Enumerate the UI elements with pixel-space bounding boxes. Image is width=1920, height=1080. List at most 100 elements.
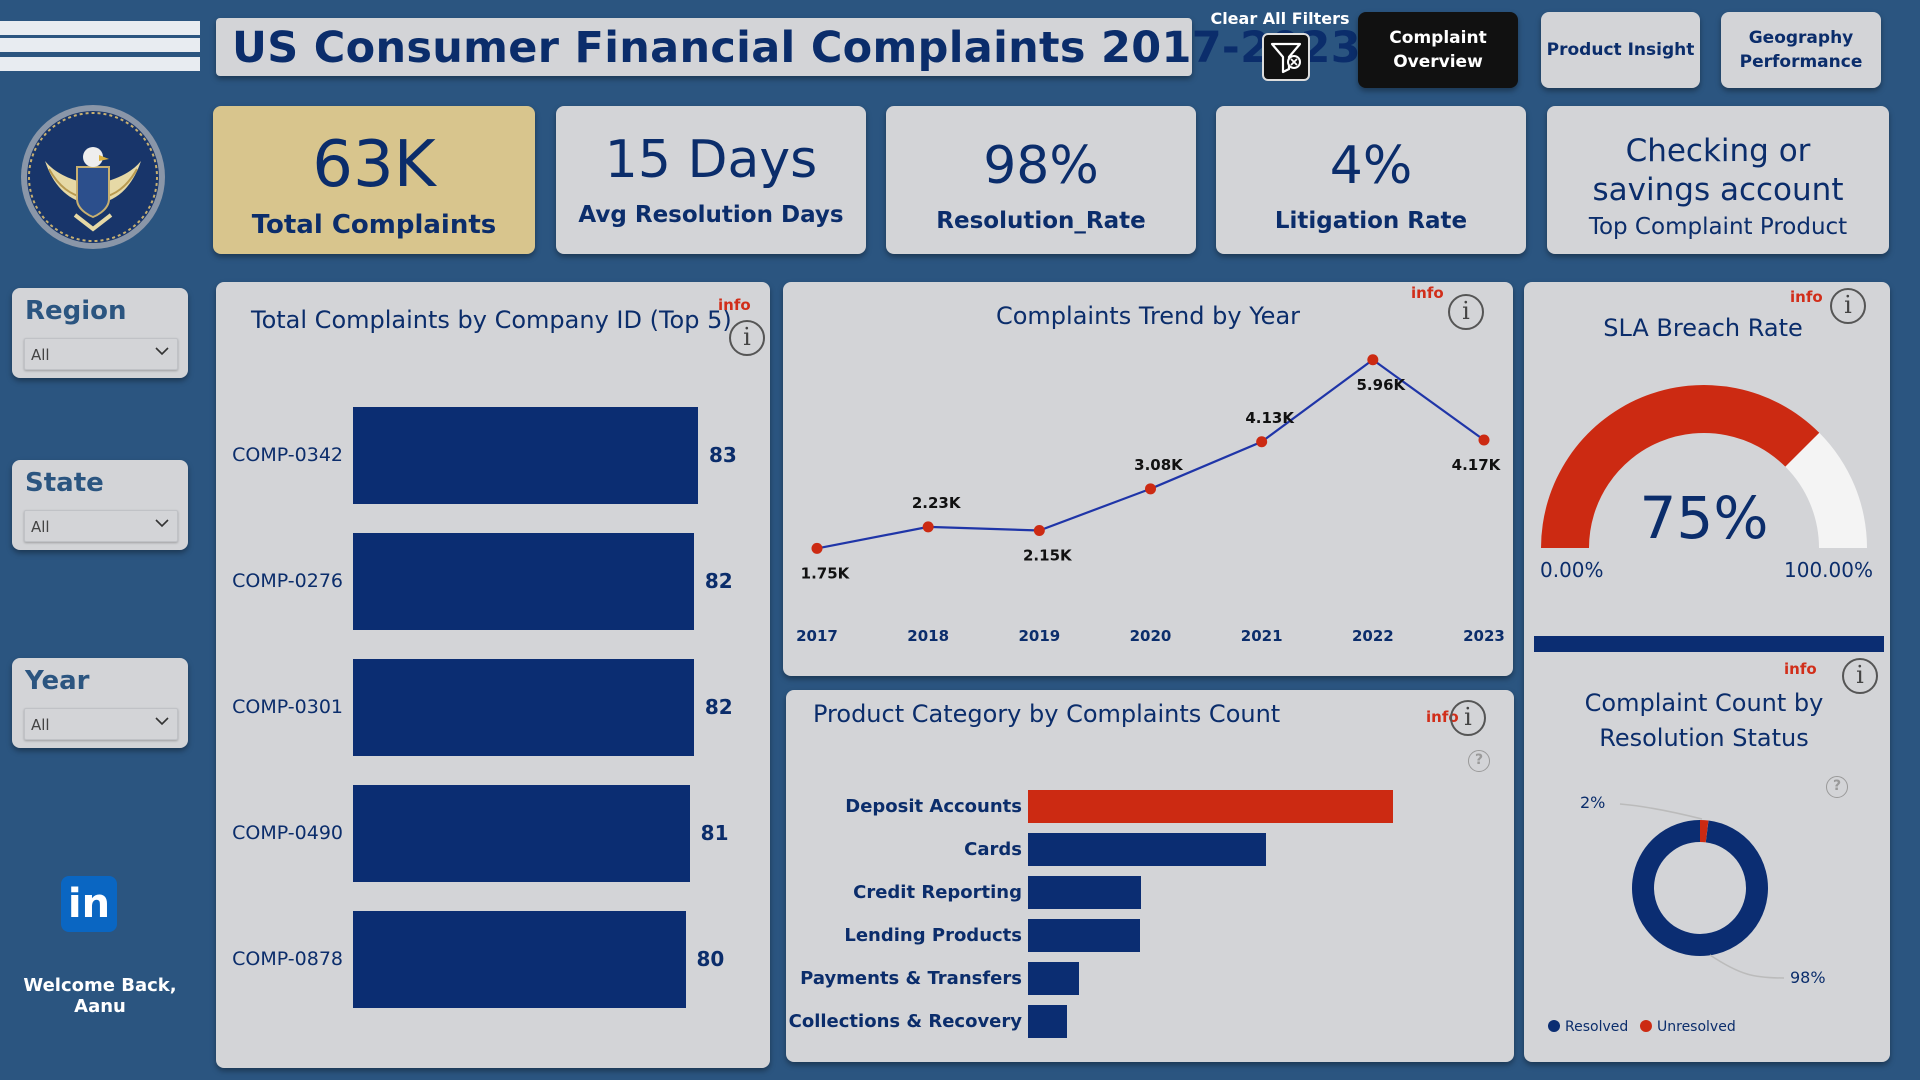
product-category-label: Payments & Transfers (800, 967, 1022, 989)
top-companies-chart-title: Total Complaints by Company ID (Top 5) (251, 306, 732, 334)
company-value-label: 82 (704, 568, 733, 593)
donut-segment-unresolved (1632, 820, 1768, 956)
top-companies-chart-card: Total Complaints by Company ID (Top 5) i… (216, 282, 770, 1068)
year-dropdown[interactable]: All (24, 708, 178, 740)
legend-label-unresolved: Unresolved (1657, 1019, 1736, 1035)
trend-data-label: 2.23K (912, 494, 962, 512)
product-category-bar (1028, 1005, 1068, 1038)
sla-divider (1534, 636, 1884, 652)
region-dropdown-value: All (31, 346, 50, 364)
trend-point (922, 521, 934, 533)
sla-breach-card: SLA Breach Rate info i 75% 0.00% 100.00%… (1524, 282, 1890, 1062)
kpi-top-product-card: Checking or savings account Top Complain… (1547, 106, 1889, 254)
sla-gauge-value-label: 75% (1640, 484, 1769, 552)
product-category-bar (1028, 833, 1267, 866)
trend-point (1478, 434, 1490, 446)
trend-point (1033, 524, 1045, 536)
info-label: info (1790, 288, 1823, 306)
kpi-total-complaints-card: 63K Total Complaints (213, 106, 535, 254)
trend-point (1145, 483, 1156, 495)
eagle-seal-logo (19, 103, 167, 255)
donut-leader-line (1709, 954, 1785, 979)
product-category-bar (1028, 962, 1080, 995)
product-category-label: Cards (964, 838, 1022, 860)
complaints-trend-chart-card: Complaints Trend by Year info i 1.75K 201… (783, 282, 1513, 676)
company-category-label: COMP-0878 (232, 947, 343, 970)
info-icon[interactable]: i (1448, 294, 1484, 330)
trend-point (811, 542, 823, 554)
product-category-label: Lending Products (844, 924, 1022, 946)
sla-gauge-min-label: 0.00% (1540, 558, 1604, 582)
trend-x-tick-label: 2021 (1241, 627, 1283, 645)
kpi-resolution-rate-label: Resolution_Rate (936, 208, 1146, 234)
kpi-litigation-rate-value: 4% (1329, 136, 1413, 196)
trend-x-tick-label: 2022 (1352, 627, 1394, 645)
company-bar (353, 785, 690, 882)
state-dropdown[interactable]: All (24, 510, 178, 542)
year-dropdown-value: All (31, 716, 50, 734)
kpi-avg-resolution-label: Avg Resolution Days (578, 202, 844, 228)
kpi-avg-resolution-value: 15 Days (604, 130, 818, 190)
trend-data-label: 3.08K (1134, 456, 1184, 474)
header-stripe (0, 57, 200, 71)
info-icon[interactable]: i (1842, 658, 1878, 694)
trend-data-label: 1.75K (801, 564, 851, 582)
company-category-label: COMP-0342 (232, 443, 343, 466)
legend-marker-unresolved (1640, 1020, 1652, 1032)
kpi-total-complaints-label: Total Complaints (251, 210, 497, 240)
info-icon[interactable]: i (1830, 288, 1866, 324)
trend-x-tick-label: 2023 (1463, 627, 1505, 645)
kpi-top-product-label: Top Complaint Product (1588, 214, 1848, 240)
nav-product-insight-button[interactable]: Product Insight (1541, 12, 1700, 88)
trend-x-tick-label: 2017 (796, 627, 838, 645)
complaints-trend-chart-title: Complaints Trend by Year (995, 302, 1301, 330)
info-icon[interactable]: i (729, 320, 765, 356)
product-category-bar (1028, 790, 1393, 823)
kpi-top-product-value: Checking or savings account (1592, 133, 1844, 208)
donut-leader-line (1619, 803, 1703, 820)
region-dropdown[interactable]: All (24, 338, 178, 370)
nav-complaint-overview-button[interactable]: Complaint Overview (1358, 12, 1518, 88)
resolution-status-donut: 2% 98% Resolved Unresolved (1548, 793, 1826, 1035)
trend-x-tick-label: 2019 (1018, 627, 1060, 645)
year-filter-card: Year All (12, 658, 188, 748)
legend-marker-resolved (1548, 1020, 1560, 1032)
help-icon[interactable]: ? (1826, 776, 1848, 798)
kpi-litigation-rate-label: Litigation Rate (1274, 208, 1468, 234)
help-icon[interactable]: ? (1468, 750, 1490, 772)
chevron-down-icon (155, 347, 169, 356)
trend-data-label: 5.96K (1357, 376, 1407, 394)
company-value-label: 82 (704, 694, 733, 719)
donut-label-resolved: 98% (1790, 968, 1826, 987)
resolution-status-chart-title: Complaint Count by Resolution Status (1584, 689, 1824, 752)
product-category-bar (1028, 919, 1140, 952)
welcome-message: Welcome Back, Aanu (23, 975, 177, 1017)
complaints-trend-line-chart: 1.75K 2017 2.23K 2018 2.15K 2019 3.08K 2020 4.13… (796, 354, 1505, 645)
region-filter-card: Region All (12, 288, 188, 378)
company-category-label: COMP-0276 (232, 569, 343, 592)
chevron-down-icon (155, 717, 169, 726)
state-dropdown-value: All (31, 518, 50, 536)
year-filter-title: Year (25, 666, 90, 696)
nav-geography-performance-button[interactable]: Geography Performance (1721, 12, 1881, 88)
sla-breach-gauge: 75% (1541, 385, 1867, 552)
clear-filters-button[interactable] (1262, 33, 1310, 81)
dashboard-title-box: US Consumer Financial Complaints 2017-20… (216, 18, 1361, 76)
sla-gauge-fill (1541, 385, 1820, 548)
trend-x-tick-label: 2018 (907, 627, 949, 645)
company-bar (353, 911, 686, 1008)
company-value-label: 83 (709, 442, 737, 467)
linkedin-icon[interactable]: in (61, 876, 117, 932)
kpi-total-complaints-value: 63K (312, 128, 436, 202)
trend-data-label: 2.15K (1023, 546, 1073, 564)
sla-gauge-max-label: 100.00% (1784, 558, 1873, 582)
header-stripe (0, 38, 200, 52)
trend-x-tick-label: 2020 (1130, 627, 1172, 645)
info-label: info (1784, 660, 1817, 678)
company-category-label: COMP-0490 (232, 821, 343, 844)
header-stripe (0, 21, 200, 35)
info-icon[interactable]: i (1450, 700, 1486, 736)
kpi-avg-resolution-card: 15 Days Avg Resolution Days (556, 106, 866, 254)
company-value-label: 81 (700, 820, 729, 845)
clear-filters-label: Clear All Filters (1210, 9, 1350, 28)
